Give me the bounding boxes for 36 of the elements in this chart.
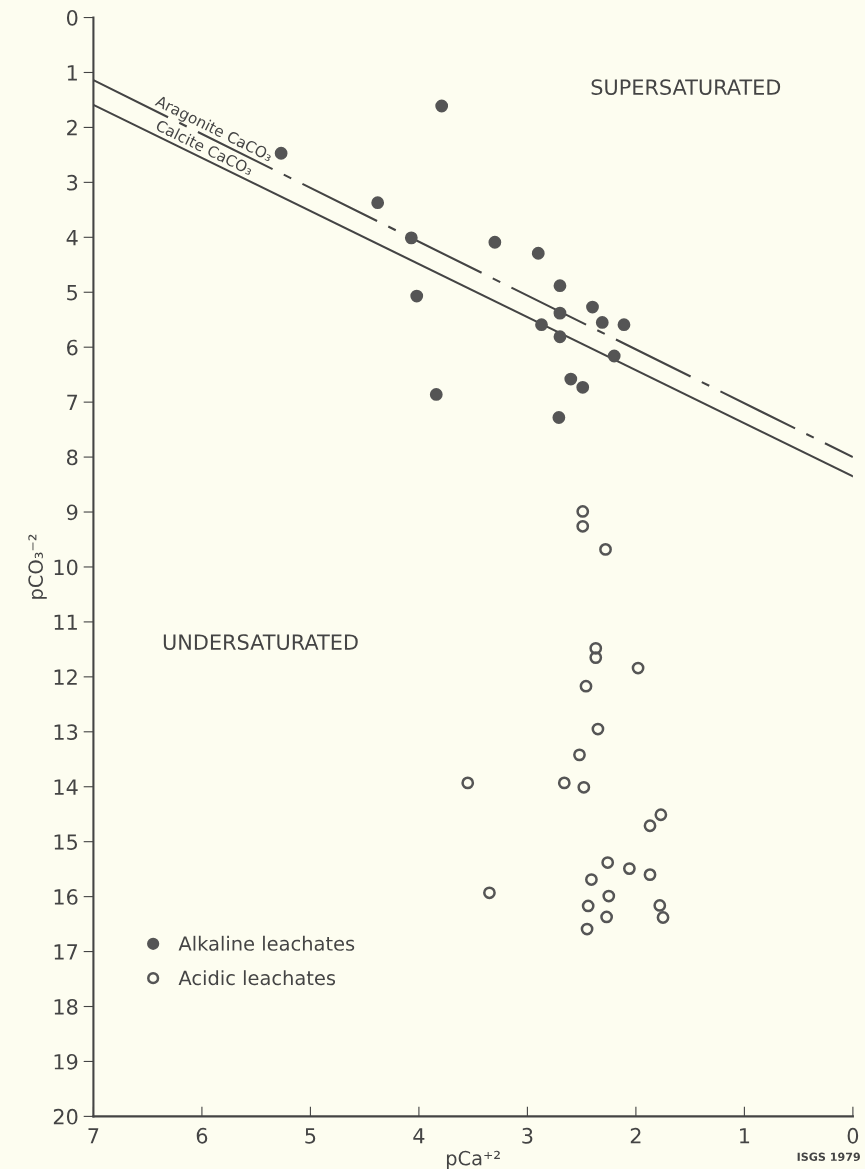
x-tick-label: 0 <box>847 1127 859 1144</box>
y-tick-label: 12 <box>54 669 77 685</box>
y-tick-label: 16 <box>54 889 78 905</box>
y-tick-label: 8 <box>66 449 78 466</box>
x-tick-label: 6 <box>196 1127 208 1144</box>
y-tick-label: 6 <box>67 339 78 356</box>
annotation: UNDERSATURATED <box>163 634 358 650</box>
y-tick-label: 13 <box>54 724 78 741</box>
x-tick-label: 3 <box>522 1127 533 1144</box>
x-axis-title: pCa⁺² <box>446 1150 500 1169</box>
x-tick-label: 5 <box>305 1128 316 1144</box>
legend-label: Acidic leachates <box>178 970 336 986</box>
x-tick-label: 2 <box>630 1127 641 1144</box>
y-axis-title: pCO₃⁻² <box>28 534 47 599</box>
y-tick-label: 9 <box>66 504 78 521</box>
y-tick-label: 15 <box>54 834 78 850</box>
y-tick-label: 19 <box>54 1053 78 1070</box>
x-tick-label: 4 <box>413 1128 425 1144</box>
x-tick-label: 7 <box>88 1128 99 1144</box>
y-tick-label: 0 <box>66 9 78 26</box>
legend-label: Alkaline leachates <box>178 935 355 951</box>
y-tick-label: 5 <box>67 284 78 301</box>
y-tick-label: 14 <box>54 779 78 795</box>
y-tick-label: 11 <box>54 614 77 630</box>
y-tick-label: 17 <box>54 944 78 960</box>
text: ISGS 1979 <box>797 1152 860 1161</box>
y-tick-label: 1 <box>67 65 77 81</box>
y-tick-label: 2 <box>67 119 77 136</box>
y-tick-label: 3 <box>67 174 78 191</box>
y-tick-label: 10 <box>54 559 78 576</box>
y-tick-label: 4 <box>66 230 78 246</box>
y-tick-label: 7 <box>67 394 78 411</box>
annotation: SUPERSATURATED <box>591 79 781 96</box>
y-tick-label: 20 <box>53 1108 78 1125</box>
y-tick-label: 18 <box>54 998 78 1015</box>
x-tick-label: 1 <box>740 1128 750 1144</box>
